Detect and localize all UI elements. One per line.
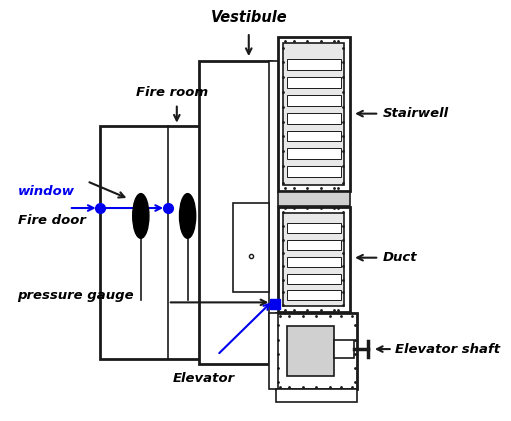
Bar <box>288 326 334 376</box>
Bar <box>276 389 357 402</box>
Bar <box>287 166 340 177</box>
Bar <box>287 131 340 141</box>
Bar <box>277 192 350 206</box>
Ellipse shape <box>179 194 196 238</box>
Bar <box>287 274 340 283</box>
Bar <box>287 59 340 70</box>
Bar <box>269 61 282 364</box>
Bar <box>287 257 340 266</box>
Text: pressure gauge: pressure gauge <box>17 289 134 302</box>
Text: window: window <box>17 185 75 198</box>
Bar <box>334 340 354 358</box>
Text: Vestibule: Vestibule <box>211 10 287 25</box>
Bar <box>100 125 217 359</box>
Text: Fire room: Fire room <box>136 86 208 99</box>
Bar <box>287 77 340 88</box>
Text: Duct: Duct <box>383 251 417 264</box>
Bar <box>277 207 350 312</box>
Text: Elevator: Elevator <box>173 372 235 385</box>
Bar <box>277 37 350 191</box>
Bar <box>287 290 340 301</box>
Text: Elevator shaft: Elevator shaft <box>396 343 500 356</box>
Bar <box>287 223 340 233</box>
Bar <box>287 240 340 250</box>
Bar <box>269 313 277 389</box>
Bar <box>287 149 340 159</box>
Bar <box>283 43 344 185</box>
Text: Stairwell: Stairwell <box>383 107 449 120</box>
Bar <box>199 61 271 364</box>
Bar <box>276 313 357 389</box>
Bar <box>283 213 344 306</box>
Bar <box>233 203 269 293</box>
Ellipse shape <box>133 194 149 238</box>
Bar <box>287 95 340 106</box>
Text: Fire door: Fire door <box>17 214 85 227</box>
Bar <box>287 113 340 124</box>
